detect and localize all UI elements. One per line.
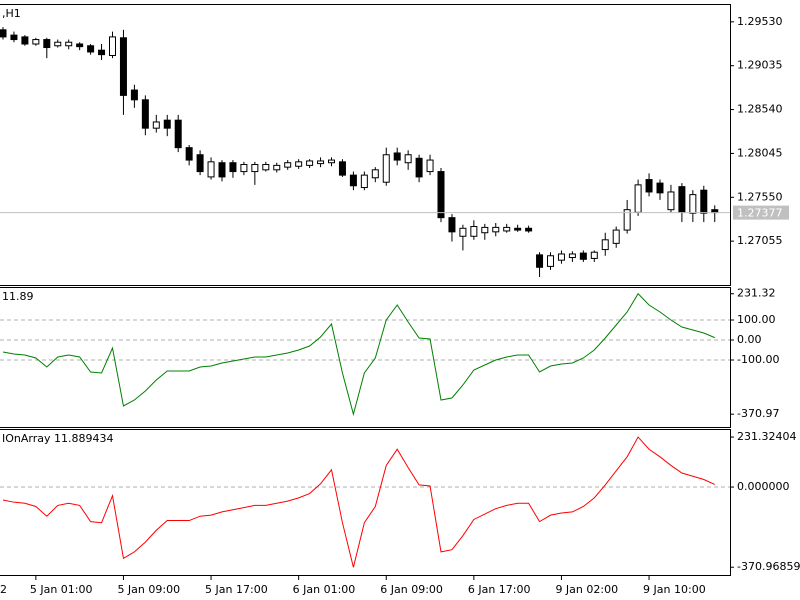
candle-body — [76, 43, 84, 48]
y-tick-label: 231.32404 — [737, 430, 797, 443]
candle-body — [579, 252, 587, 260]
x-tick-label: 6 Jan 17:00 — [468, 583, 531, 596]
current-price-label: 1.27377 — [737, 207, 783, 220]
candle-body — [185, 147, 193, 161]
candle-body — [503, 226, 511, 232]
candle-body — [196, 154, 204, 173]
candle-body — [349, 174, 357, 187]
candle-body — [109, 36, 116, 57]
x-tick-label: 5 Jan 17:00 — [205, 583, 268, 596]
y-tick-label: -370.97 — [737, 407, 779, 420]
candle-body — [415, 157, 423, 178]
current-price-box — [733, 205, 789, 220]
candle-body — [590, 251, 598, 259]
candle-body — [240, 163, 248, 173]
candle-body — [21, 36, 29, 45]
candle-body — [437, 171, 445, 219]
indicator-line — [2, 292, 715, 417]
y-tick-label: 1.27055 — [737, 234, 783, 247]
candle-body — [656, 182, 664, 194]
candle-body — [119, 37, 127, 96]
y-tick-label: 1.27550 — [737, 190, 783, 203]
candle-body — [514, 227, 522, 231]
candle-body — [459, 227, 467, 237]
x-tick-label: 6 Jan 01:00 — [293, 583, 356, 596]
candle-body — [65, 41, 73, 47]
y-tick-label: 0.000000 — [737, 480, 790, 493]
clipped-x-label: 2 — [0, 583, 7, 596]
candle-body — [174, 119, 182, 149]
y-tick-label: -100.00 — [737, 353, 779, 366]
x-tick-label: 6 Jan 09:00 — [380, 583, 443, 596]
candle-body — [54, 41, 62, 47]
candle-body — [612, 229, 620, 244]
x-tick-label: 5 Jan 01:00 — [30, 583, 93, 596]
y-tick-label: 100.00 — [737, 313, 776, 326]
candle-body — [262, 163, 270, 171]
price-pane-frame — [0, 4, 731, 286]
candle-body — [218, 162, 226, 178]
candle-body — [43, 39, 51, 49]
y-tick-label: 1.29530 — [737, 15, 783, 28]
candle-body — [667, 191, 675, 211]
candle-body — [404, 154, 412, 164]
candle-body — [382, 154, 390, 183]
candle-body — [634, 184, 642, 213]
candle-body — [645, 179, 653, 193]
candle-body — [700, 189, 708, 214]
candle-body — [557, 253, 565, 261]
pane-title: 11.89 — [2, 290, 34, 303]
candle-body — [163, 119, 171, 129]
indicator-pane-frame — [0, 287, 731, 428]
candle-body — [251, 163, 259, 173]
candle-body — [393, 152, 401, 161]
candle-body — [32, 39, 40, 45]
candle-body — [678, 186, 686, 213]
candle-body — [98, 49, 106, 56]
indicator-line — [2, 436, 715, 568]
pane-title: ,H1 — [2, 7, 21, 20]
candle-body — [284, 162, 292, 168]
candle-body — [492, 226, 500, 233]
candle-body — [273, 164, 281, 171]
candle-body — [306, 160, 314, 166]
x-tick-label: 9 Jan 10:00 — [643, 583, 706, 596]
candle-body — [568, 253, 576, 259]
candle-body — [623, 209, 631, 231]
candle-body — [426, 159, 434, 173]
candle-body — [207, 161, 215, 178]
pane-title: IOnArray 11.889434 — [2, 432, 113, 445]
y-tick-label: 1.29035 — [737, 59, 783, 72]
candle-body — [0, 29, 7, 38]
candle-body — [601, 239, 609, 251]
candle-body — [536, 254, 544, 268]
candle-body — [317, 160, 325, 165]
candle-body — [360, 174, 368, 189]
candle-body — [481, 226, 489, 234]
candle-body — [448, 217, 456, 233]
candle-body — [10, 34, 18, 41]
candle-body — [229, 162, 237, 173]
candle-body — [328, 159, 335, 164]
candle-body — [87, 45, 95, 53]
y-tick-label: 1.28540 — [737, 103, 783, 116]
y-tick-label: 0.00 — [737, 333, 762, 346]
candle-body — [525, 227, 533, 232]
candle-body — [295, 161, 303, 167]
y-tick-label: -370.96859 — [737, 560, 800, 573]
candle-body — [130, 89, 138, 101]
candle-body — [470, 226, 478, 237]
candle-body — [547, 255, 554, 267]
candle-body — [338, 161, 346, 176]
indicator-pane-frame — [0, 429, 731, 576]
x-tick-label: 9 Jan 02:00 — [555, 583, 618, 596]
candle-body — [152, 121, 160, 129]
y-tick-label: 231.32 — [737, 287, 776, 300]
candle-body — [141, 99, 149, 129]
candle-body — [371, 169, 379, 179]
x-tick-label: 5 Jan 09:00 — [117, 583, 180, 596]
candle-body — [689, 194, 697, 214]
y-tick-label: 1.28045 — [737, 146, 783, 159]
